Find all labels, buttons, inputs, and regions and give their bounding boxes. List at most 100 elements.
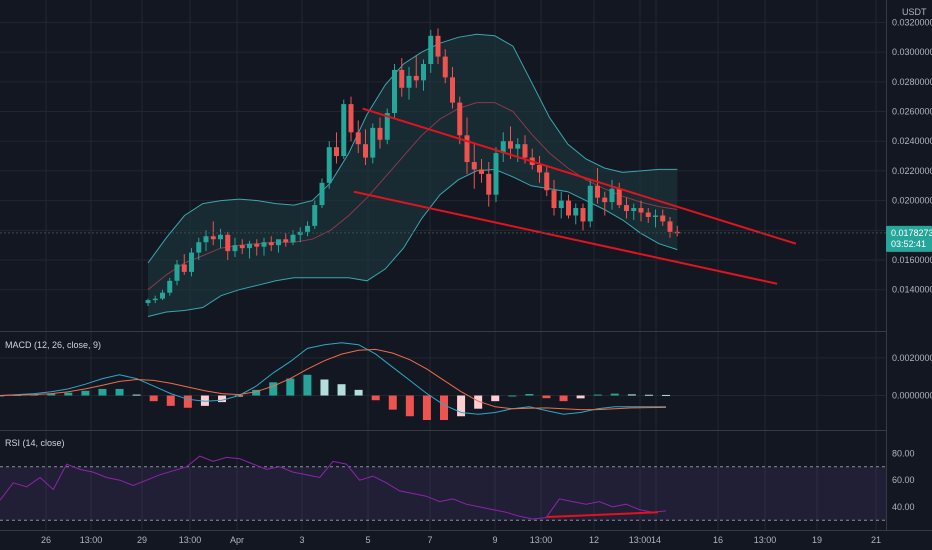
candle-body xyxy=(377,127,383,140)
macd-histogram-bar xyxy=(474,395,483,409)
candle xyxy=(384,108,390,145)
candle-body xyxy=(326,147,332,183)
time-tick-label: Apr xyxy=(230,535,244,545)
candle-body xyxy=(406,75,412,88)
candle-body xyxy=(312,205,318,226)
macd-histogram-bar xyxy=(388,395,397,410)
candle-body xyxy=(580,208,586,222)
time-tick-label: 19 xyxy=(812,535,822,545)
macd-histogram-bar xyxy=(252,389,261,396)
candle xyxy=(602,191,608,216)
macd-pane[interactable]: MACD (12, 26, close, 9) xyxy=(0,331,886,421)
macd-histogram-bar xyxy=(559,395,568,402)
candle-body xyxy=(537,164,542,173)
candle-body xyxy=(268,242,274,246)
candle-body xyxy=(493,153,499,195)
candle-body xyxy=(558,200,564,209)
macd-histogram-bar xyxy=(508,395,517,397)
candle xyxy=(653,209,658,228)
macd-histogram-bar xyxy=(218,395,226,403)
time-tick-label: 14 xyxy=(651,535,661,545)
candle-body xyxy=(566,200,571,216)
time-axis[interactable]: 26 13:00 29 13:00 Apr 3 5 7 9 13:00 12 13:00 14 16 13:… xyxy=(0,530,932,546)
candle xyxy=(261,237,267,256)
candle-body xyxy=(399,69,405,88)
rsi-divergence-line[interactable] xyxy=(547,511,659,518)
candle-body xyxy=(421,64,426,81)
candle-body xyxy=(450,77,455,103)
lower-trendline[interactable] xyxy=(353,190,778,285)
candle-body xyxy=(319,182,325,206)
candle xyxy=(174,260,180,286)
candle xyxy=(493,147,499,203)
macd-histogram-bar xyxy=(440,395,448,420)
candle-body xyxy=(486,173,492,195)
macd-histogram-bar xyxy=(81,390,90,396)
time-tick-label: 13:00 xyxy=(179,535,202,545)
time-tick-label: 21 xyxy=(871,535,881,545)
candle-body xyxy=(181,264,187,272)
candle-body xyxy=(551,190,557,209)
candlestick-series xyxy=(145,28,680,307)
candle xyxy=(464,117,470,174)
candle xyxy=(254,239,260,256)
candle xyxy=(421,59,426,91)
candle xyxy=(341,99,347,160)
macd-histogram-bar xyxy=(132,394,141,396)
candle-body xyxy=(276,239,281,246)
candle-body xyxy=(152,298,158,301)
candle xyxy=(435,28,441,65)
macd-histogram-bar xyxy=(149,395,158,402)
candle xyxy=(370,123,376,164)
candle xyxy=(232,237,238,258)
macd-histogram-bar xyxy=(627,394,636,396)
candle xyxy=(486,162,492,207)
macd-histogram-bar xyxy=(457,395,466,417)
candle-body xyxy=(413,75,419,81)
candle xyxy=(471,144,477,189)
candle-body xyxy=(392,69,397,114)
macd-histogram-bar xyxy=(542,395,551,399)
bar-countdown: 03:52:41 xyxy=(891,239,926,249)
candle xyxy=(515,138,521,163)
macd-histogram-bar xyxy=(47,393,56,396)
macd-histogram-bar xyxy=(183,395,192,408)
price-tick-label: 0.0240000 xyxy=(892,136,932,146)
macd-histogram-bar xyxy=(269,382,278,396)
time-tick-label: 13:00 xyxy=(629,535,652,545)
current-price: 0.0178273 xyxy=(891,228,932,238)
candle-body xyxy=(348,104,354,133)
candle xyxy=(500,132,506,163)
macd-histogram-bar xyxy=(405,395,414,417)
rsi-band-fill xyxy=(0,466,886,521)
candle-body xyxy=(203,236,209,243)
candle xyxy=(428,29,434,73)
macd-histogram-bar xyxy=(662,394,670,396)
candle-body xyxy=(247,243,252,249)
candle xyxy=(631,203,637,220)
candle-body xyxy=(196,242,202,253)
candle-body xyxy=(479,169,484,174)
candle-body xyxy=(508,141,513,149)
upper-trendline[interactable] xyxy=(362,107,797,245)
macd-histogram-bar xyxy=(64,392,73,396)
macd-histogram-bar xyxy=(525,394,534,396)
candle-body xyxy=(261,242,267,247)
candle-body xyxy=(544,172,550,191)
candle-body xyxy=(218,234,223,240)
price-tick-label: 0.0280000 xyxy=(892,77,932,87)
candle-body xyxy=(522,144,528,158)
macd-histogram-bar xyxy=(354,389,363,396)
current-price-badge: 0.0178273 03:52:41 xyxy=(886,225,932,252)
candle xyxy=(189,248,194,277)
candle xyxy=(580,203,586,231)
rsi-pane[interactable]: RSI (14, close) xyxy=(0,430,886,521)
candle xyxy=(457,96,463,145)
candle xyxy=(392,64,397,119)
candle-body xyxy=(587,185,593,222)
price-pane[interactable] xyxy=(0,0,886,530)
candle xyxy=(479,159,484,183)
candle xyxy=(196,237,202,261)
candle-body xyxy=(442,56,448,78)
